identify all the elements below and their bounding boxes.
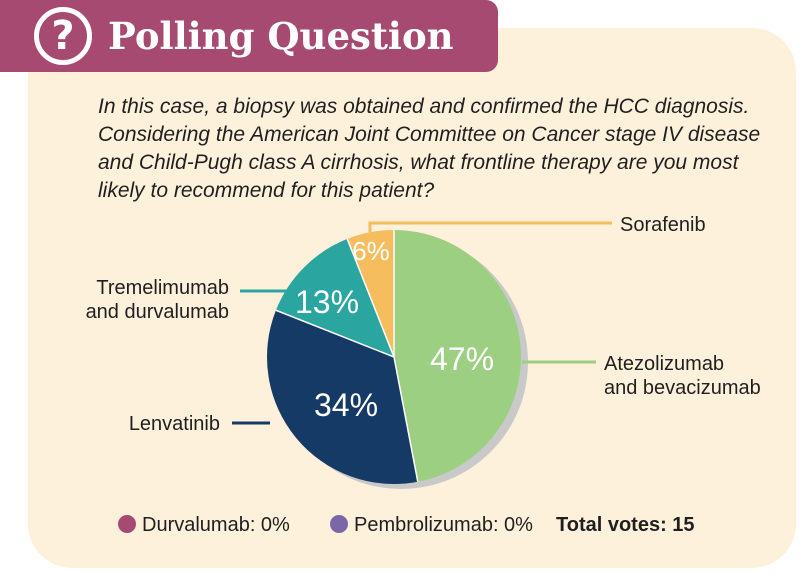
slice-percent-label: 13% (295, 284, 359, 320)
page-title: Polling Question (108, 14, 454, 58)
slice-separator (275, 309, 395, 358)
pie-slice-1 (394, 230, 521, 482)
pie-slice-4 (347, 230, 394, 357)
slice-category-label: Tremelimumab and durvalumab (86, 277, 229, 323)
question-mark-icon: ? (34, 7, 92, 65)
poll-question: In this case, a biopsy was obtained and … (98, 95, 761, 202)
slice-percent-label: 47% (430, 341, 494, 377)
slice-separator (346, 238, 395, 358)
slice-percent-label: 34% (314, 387, 378, 423)
legend-dot (118, 515, 136, 533)
header-banner: ? Polling Question (0, 0, 498, 72)
slice-category-label: Atezolizumab and bevacizumab (604, 353, 761, 399)
slice-separator (393, 356, 419, 482)
legend-item-durvalumab: Durvalumab: 0% (118, 514, 290, 537)
slice-category-label: Lenvatinib (129, 413, 220, 435)
leader-line (368, 221, 612, 238)
total-votes: Total votes: 15 (556, 514, 695, 536)
legend-label: Pembrolizumab: 0% (354, 514, 533, 536)
legend-item-pembrolizumab: Pembrolizumab: 0% (330, 514, 533, 537)
pie-slice-3 (275, 238, 394, 357)
legend-label: Durvalumab: 0% (142, 514, 290, 536)
legend-dot (330, 515, 348, 533)
pie-slice-2 (266, 310, 418, 484)
slice-category-label: Sorafenib (620, 214, 706, 236)
slice-percent-label: 6% (352, 236, 390, 266)
